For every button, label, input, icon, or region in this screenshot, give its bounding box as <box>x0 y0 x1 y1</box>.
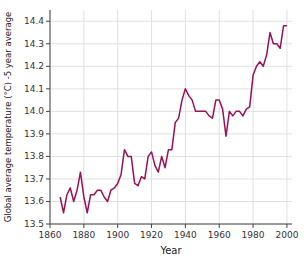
tick-mark <box>46 21 50 22</box>
grid-line <box>50 111 292 112</box>
y-axis-line <box>50 10 51 224</box>
tick-label: 13.7 <box>24 174 44 184</box>
grid-line <box>50 178 292 179</box>
tick-label: 14.2 <box>24 61 44 71</box>
tick-label: 13.9 <box>24 129 44 139</box>
tick-mark <box>46 88 50 89</box>
plot-area <box>60 26 287 213</box>
tick-mark <box>46 178 50 179</box>
x-axis-line <box>50 224 292 225</box>
tick-label: 1900 <box>106 230 129 240</box>
tick-label: 1980 <box>242 230 265 240</box>
grid-line <box>50 133 292 134</box>
grid-line <box>50 43 292 44</box>
tick-label: 1920 <box>140 230 163 240</box>
grid-line <box>286 10 287 224</box>
tick-label: 13.8 <box>24 151 44 161</box>
grid-line <box>50 201 292 202</box>
grid-line <box>219 10 220 224</box>
grid-line <box>185 10 186 224</box>
tick-label: 1880 <box>72 230 95 240</box>
grid-line <box>117 10 118 224</box>
tick-mark <box>286 224 287 228</box>
tick-label: 13.5 <box>24 219 44 229</box>
tick-mark <box>117 224 118 228</box>
grid-line <box>253 10 254 224</box>
tick-label: 1860 <box>39 230 62 240</box>
grid-line <box>50 224 292 225</box>
tick-mark <box>46 224 50 225</box>
axes: 13.5 13.6 13.7 13.8 13.9 14.0 14.1 14.2 14.3 14.4… <box>24 10 299 240</box>
tick-mark <box>50 224 51 228</box>
y-axis-label: Global average temperature (°C) -5 year … <box>3 12 13 223</box>
grid-line <box>50 10 51 224</box>
tick-label: 1940 <box>174 230 197 240</box>
tick-mark <box>46 201 50 202</box>
tick-mark <box>253 224 254 228</box>
grid <box>50 10 292 224</box>
tick-label: 1960 <box>208 230 231 240</box>
grid-line <box>50 156 292 157</box>
tick-label: 14.1 <box>24 84 44 94</box>
tick-label: 2000 <box>275 230 298 240</box>
tick-label: 14.4 <box>24 16 44 26</box>
tick-mark <box>219 224 220 228</box>
tick-label: 13.6 <box>24 196 44 206</box>
grid-line <box>50 21 292 22</box>
grid-line <box>151 10 152 224</box>
tick-mark <box>151 224 152 228</box>
tick-mark <box>83 224 84 228</box>
tick-mark <box>46 133 50 134</box>
tick-mark <box>46 111 50 112</box>
data-line <box>60 26 287 213</box>
tick-mark <box>46 66 50 67</box>
tick-mark <box>46 43 50 44</box>
tick-label: 14.3 <box>24 39 44 49</box>
x-axis-label: Year <box>159 245 182 256</box>
grid-line <box>50 88 292 89</box>
tick-label: 14.0 <box>24 106 44 116</box>
chart: 13.5 13.6 13.7 13.8 13.9 14.0 14.1 14.2 14.3 14.4… <box>0 0 304 260</box>
tick-mark <box>185 224 186 228</box>
tick-mark <box>46 156 50 157</box>
